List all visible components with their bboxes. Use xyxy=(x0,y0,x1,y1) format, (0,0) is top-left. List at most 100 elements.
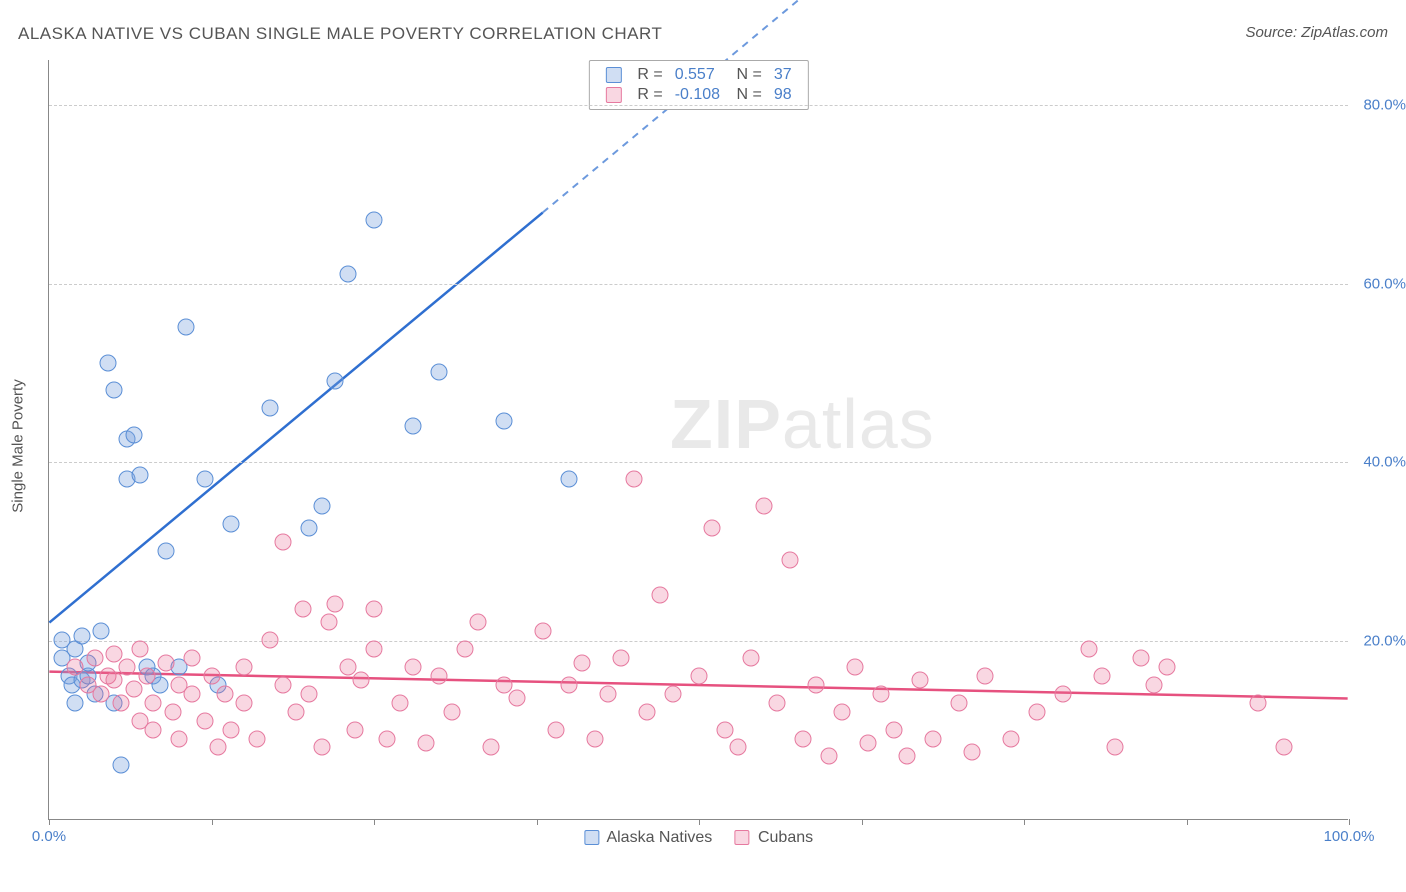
data-point xyxy=(249,730,266,747)
data-point xyxy=(223,721,240,738)
data-point xyxy=(964,743,981,760)
data-point xyxy=(301,685,318,702)
data-point xyxy=(392,694,409,711)
data-point xyxy=(125,426,142,443)
x-tick xyxy=(1349,819,1350,825)
data-point xyxy=(93,623,110,640)
data-point xyxy=(210,739,227,756)
data-point xyxy=(288,703,305,720)
data-point xyxy=(138,667,155,684)
data-point xyxy=(977,667,994,684)
data-point xyxy=(203,667,220,684)
data-point xyxy=(1094,667,1111,684)
x-tick xyxy=(212,819,213,825)
data-point xyxy=(275,533,292,550)
data-point xyxy=(106,645,123,662)
data-point xyxy=(470,614,487,631)
data-point xyxy=(346,721,363,738)
data-point xyxy=(665,685,682,702)
data-point xyxy=(125,681,142,698)
data-point xyxy=(886,721,903,738)
x-tick xyxy=(49,819,50,825)
data-point xyxy=(73,627,90,644)
data-point xyxy=(652,587,669,604)
data-point xyxy=(847,659,864,676)
data-point xyxy=(951,694,968,711)
legend-n-value-cuban: 98 xyxy=(768,85,798,105)
data-point xyxy=(164,703,181,720)
y-tick-label: 40.0% xyxy=(1352,454,1406,471)
legend-n-value-alaska: 37 xyxy=(768,65,798,85)
data-point xyxy=(223,515,240,532)
y-tick-label: 20.0% xyxy=(1352,633,1406,650)
data-point xyxy=(327,372,344,389)
data-point xyxy=(717,721,734,738)
data-point xyxy=(112,694,129,711)
source-attribution: Source: ZipAtlas.com xyxy=(1245,24,1388,41)
data-point xyxy=(730,739,747,756)
data-point xyxy=(587,730,604,747)
data-point xyxy=(1133,650,1150,667)
data-point xyxy=(132,641,149,658)
data-point xyxy=(808,676,825,693)
data-point xyxy=(379,730,396,747)
swatch-cuban xyxy=(735,830,750,845)
data-point xyxy=(1159,659,1176,676)
data-point xyxy=(262,399,279,416)
data-point xyxy=(561,676,578,693)
y-tick-label: 60.0% xyxy=(1352,275,1406,292)
legend-r-label: R = xyxy=(631,85,668,105)
data-point xyxy=(262,632,279,649)
data-point xyxy=(821,748,838,765)
data-point xyxy=(912,672,929,689)
data-point xyxy=(444,703,461,720)
data-point xyxy=(1003,730,1020,747)
data-point xyxy=(340,265,357,282)
data-point xyxy=(86,650,103,667)
data-point xyxy=(106,381,123,398)
x-tick-label: 100.0% xyxy=(1324,828,1375,845)
correlation-legend: R = 0.557 N = 37 R = -0.108 N = 98 xyxy=(588,60,808,110)
data-point xyxy=(1081,641,1098,658)
data-point xyxy=(236,659,253,676)
data-point xyxy=(236,694,253,711)
x-tick xyxy=(1024,819,1025,825)
legend-r-value-cuban: -0.108 xyxy=(669,85,726,105)
data-point xyxy=(184,685,201,702)
gridline xyxy=(49,462,1348,463)
data-point xyxy=(197,471,214,488)
y-axis-label: Single Male Poverty xyxy=(10,379,27,512)
data-point xyxy=(171,730,188,747)
data-point xyxy=(353,672,370,689)
data-point xyxy=(145,721,162,738)
data-point xyxy=(691,667,708,684)
legend-row-cuban: R = -0.108 N = 98 xyxy=(599,85,797,105)
legend-row-alaska: R = 0.557 N = 37 xyxy=(599,65,797,85)
legend-n-label: N = xyxy=(726,65,768,85)
x-tick xyxy=(537,819,538,825)
data-point xyxy=(795,730,812,747)
data-point xyxy=(1029,703,1046,720)
data-point xyxy=(314,739,331,756)
x-tick-label: 0.0% xyxy=(32,828,66,845)
data-point xyxy=(99,355,116,372)
swatch-alaska xyxy=(605,67,621,83)
data-point xyxy=(873,685,890,702)
data-point xyxy=(483,739,500,756)
data-point xyxy=(535,623,552,640)
data-point xyxy=(132,466,149,483)
data-point xyxy=(431,363,448,380)
data-point xyxy=(548,721,565,738)
x-tick xyxy=(862,819,863,825)
chart-container: ALASKA NATIVE VS CUBAN SINGLE MALE POVER… xyxy=(0,0,1406,892)
data-point xyxy=(405,659,422,676)
data-point xyxy=(769,694,786,711)
data-point xyxy=(860,735,877,752)
plot-area: ZIPatlas R = 0.557 N = 37 R = -0.108 N =… xyxy=(48,60,1348,820)
y-tick-label: 80.0% xyxy=(1352,96,1406,113)
series-legend: Alaska Natives Cubans xyxy=(584,829,813,847)
data-point xyxy=(743,650,760,667)
data-point xyxy=(93,685,110,702)
data-point xyxy=(1107,739,1124,756)
data-point xyxy=(216,685,233,702)
